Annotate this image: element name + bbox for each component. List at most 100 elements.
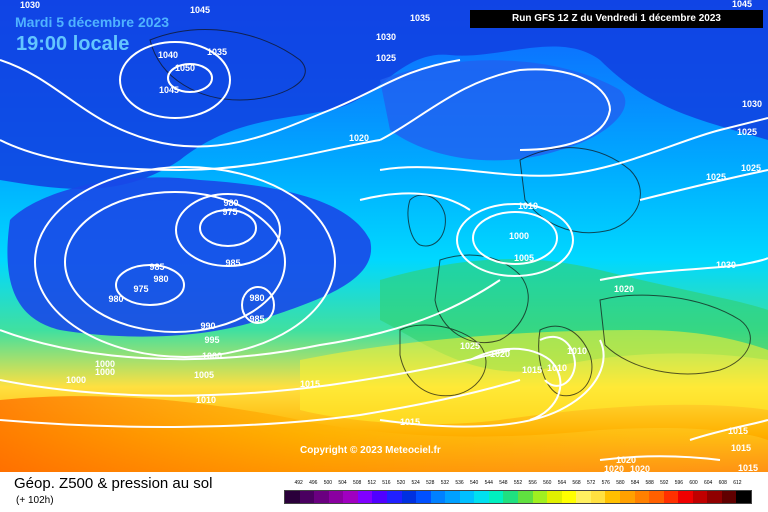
colorbar-tick-label: 492 bbox=[294, 480, 303, 486]
colorbar-swatch bbox=[605, 491, 620, 503]
isobar-label: 990 bbox=[200, 321, 216, 331]
colorbar-swatch bbox=[372, 491, 387, 503]
isobar-label: 1010 bbox=[566, 346, 588, 356]
colorbar-tick-label: 504 bbox=[338, 480, 347, 486]
colorbar-swatch bbox=[736, 491, 751, 503]
colorbar-tick-label: 524 bbox=[411, 480, 420, 486]
colorbar-swatch bbox=[299, 491, 315, 503]
colorbar-swatch bbox=[518, 491, 533, 503]
isobar-label: 1025 bbox=[736, 127, 758, 137]
isobar-label: 1000 bbox=[94, 367, 116, 377]
high-latitude-blue bbox=[380, 60, 626, 161]
isobar-label: 1010 bbox=[546, 363, 568, 373]
colorbar-swatch bbox=[634, 491, 650, 503]
isobar-label: 1015 bbox=[399, 417, 421, 427]
colorbar-tick-label: 568 bbox=[572, 480, 581, 486]
isobar-label: 1015 bbox=[727, 426, 749, 436]
colorbar-swatch bbox=[576, 491, 591, 503]
isobar-label: 1020 bbox=[603, 464, 625, 474]
coastlines bbox=[149, 29, 751, 397]
isobar-label: 1045 bbox=[189, 5, 211, 15]
isobar-label: 980 bbox=[108, 294, 124, 304]
isobar-label: 1040 bbox=[157, 50, 179, 60]
isobar-label: 1025 bbox=[740, 163, 762, 173]
isobar-label: 1010 bbox=[517, 201, 539, 211]
isobar-label: 1000 bbox=[65, 375, 87, 385]
isobar-label: 980 bbox=[153, 274, 169, 284]
colorbar-tick-label: 540 bbox=[469, 480, 479, 486]
colorbar-swatch bbox=[707, 491, 722, 503]
isobar-label: 1020 bbox=[615, 455, 637, 465]
isobar-label: 1015 bbox=[737, 463, 759, 473]
isobar-label: 1025 bbox=[459, 341, 481, 351]
colorbar bbox=[284, 490, 752, 504]
colorbar-swatch bbox=[678, 491, 693, 503]
colorbar-tick-label: 604 bbox=[703, 480, 713, 486]
colorbar-tick-label: 564 bbox=[557, 480, 567, 486]
colorbar-tick-label: 500 bbox=[323, 480, 333, 486]
colorbar-swatch bbox=[503, 491, 518, 503]
isobar-label: 1020 bbox=[348, 133, 370, 143]
colorbar-swatch bbox=[285, 491, 300, 503]
colorbar-swatch bbox=[401, 491, 417, 503]
colorbar-swatch bbox=[445, 491, 460, 503]
colorbar-swatch bbox=[721, 491, 737, 503]
colorbar-swatch bbox=[692, 491, 708, 503]
colorbar-tick-label: 528 bbox=[426, 480, 435, 486]
map-title: Géop. Z500 & pression au sol bbox=[14, 475, 213, 492]
isobar-label: 980 bbox=[249, 293, 265, 303]
isobars bbox=[0, 41, 768, 461]
colorbar-swatch bbox=[328, 491, 344, 503]
isobar-label: 1015 bbox=[730, 443, 752, 453]
colorbar-tick-label: 508 bbox=[352, 480, 362, 486]
isobar-label: 1045 bbox=[158, 85, 180, 95]
isobar-label: 985 bbox=[149, 262, 165, 272]
isobar-label: 1000 bbox=[508, 231, 530, 241]
isobar-label: 1045 bbox=[731, 0, 753, 9]
colorbar-tick-label: 532 bbox=[440, 480, 450, 486]
colorbar-tick-label: 560 bbox=[543, 480, 552, 486]
colorbar-tick-label: 584 bbox=[630, 480, 640, 486]
isobar-label: 1025 bbox=[375, 53, 397, 63]
cold-core-north bbox=[0, 0, 768, 189]
isobar-label: 1010 bbox=[195, 395, 217, 405]
colorbar-tick-label: 588 bbox=[645, 480, 654, 486]
colorbar-tick-label: 512 bbox=[367, 480, 376, 486]
forecast-date: Mardi 5 décembre 2023 bbox=[15, 14, 170, 30]
colorbar-tick-label: 612 bbox=[733, 480, 742, 486]
isobar-label: 1020 bbox=[613, 284, 635, 294]
colorbar-swatch bbox=[532, 491, 548, 503]
isobar-label: 980 bbox=[223, 198, 239, 208]
colorbar-tick-label: 608 bbox=[718, 480, 727, 486]
colorbar-tick-label: 520 bbox=[396, 480, 406, 486]
copyright-text: Copyright © 2023 Meteociel.fr bbox=[300, 445, 441, 456]
isobar-label: 1030 bbox=[741, 99, 763, 109]
colorbar-tick-label: 596 bbox=[674, 480, 684, 486]
colorbar-tick-label: 496 bbox=[309, 480, 318, 486]
isobar-label: 1005 bbox=[193, 370, 215, 380]
isobar-label: 1000 bbox=[201, 351, 223, 361]
colorbar-swatch bbox=[619, 491, 635, 503]
colorbar-tick-label: 552 bbox=[513, 480, 523, 486]
colorbar-tick-label: 572 bbox=[586, 480, 596, 486]
isobar-label: 1025 bbox=[705, 172, 727, 182]
colorbar-swatch bbox=[547, 491, 562, 503]
colorbar-swatch bbox=[343, 491, 358, 503]
isobar-label: 1020 bbox=[629, 464, 651, 474]
isobar-label: 1030 bbox=[715, 260, 737, 270]
model-run-label: Run GFS 12 Z du Vendredi 1 décembre 2023 bbox=[470, 10, 763, 28]
isobar-label: 1035 bbox=[206, 47, 228, 57]
isobar-label: 1015 bbox=[299, 379, 321, 389]
isobar-label: 1030 bbox=[19, 0, 41, 10]
isobar-label: 1000 bbox=[94, 359, 116, 369]
warm-south bbox=[0, 396, 768, 472]
low-pressure-core bbox=[7, 177, 372, 337]
colorbar-swatch bbox=[590, 491, 606, 503]
colorbar-swatch bbox=[386, 491, 402, 503]
isobar-label: 975 bbox=[133, 284, 149, 294]
colorbar-labels: 492 496 500 504 508 512 516 520 524 528 532 536 540 5… bbox=[284, 480, 752, 490]
colorbar-swatch bbox=[459, 491, 475, 503]
isobar-label: 1015 bbox=[521, 365, 543, 375]
colorbar-tick-label: 516 bbox=[382, 480, 391, 486]
